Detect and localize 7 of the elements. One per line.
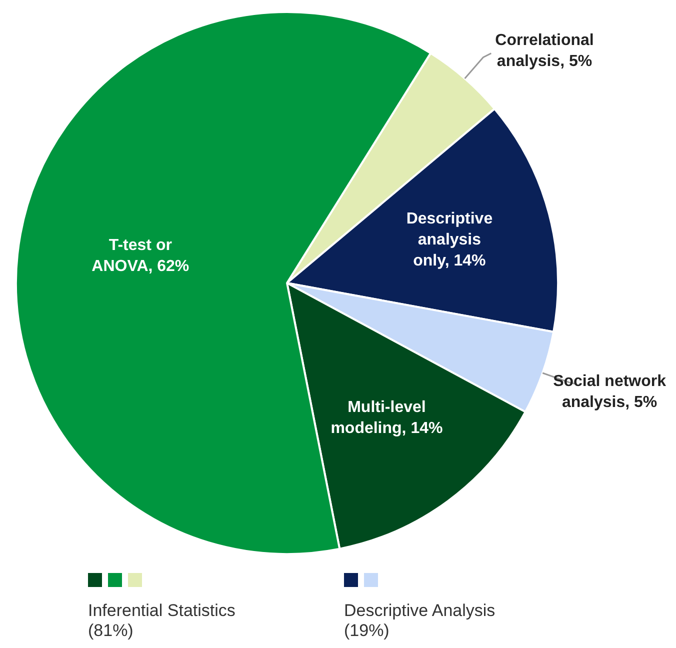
slice-label: Descriptive analysis only, 14%	[406, 210, 493, 270]
text: Descriptive Analysis (19%)	[344, 601, 496, 641]
slice-label: Multi-level modeling, 14%	[330, 399, 443, 438]
slice-label: Correlational analysis, 5%	[495, 32, 594, 70]
slice-label: Social network analysis, 5%	[553, 373, 666, 412]
text: Inferential Statistics (81%)	[88, 601, 236, 641]
slice-label: T-test or ANOVA, 62%	[92, 237, 190, 275]
